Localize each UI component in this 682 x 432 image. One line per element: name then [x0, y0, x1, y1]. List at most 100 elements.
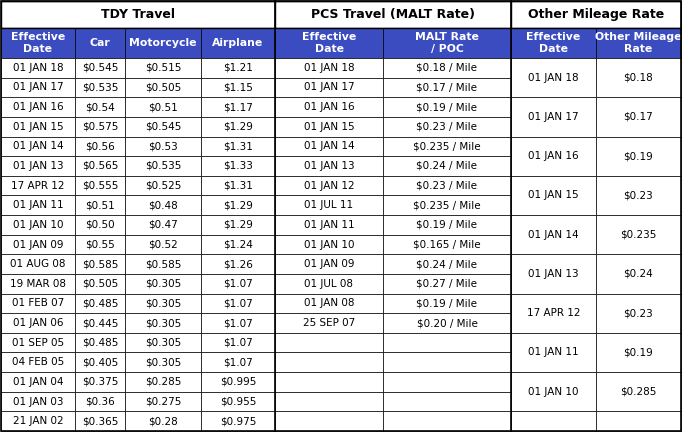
Text: $0.405: $0.405 [82, 357, 118, 367]
Bar [511, 411, 596, 431]
Bar [1, 353, 75, 372]
Bar [596, 137, 681, 176]
Bar [75, 156, 125, 176]
Bar [201, 411, 275, 431]
Bar [596, 176, 681, 215]
Bar [125, 411, 201, 431]
Text: 01 JAN 18: 01 JAN 18 [303, 63, 355, 73]
Text: 01 JAN 16: 01 JAN 16 [303, 102, 355, 112]
Text: $0.305: $0.305 [145, 318, 181, 328]
Bar [75, 333, 125, 353]
Bar [75, 411, 125, 431]
Bar [383, 215, 511, 235]
Text: $0.28: $0.28 [148, 416, 178, 426]
Bar [125, 313, 201, 333]
Bar [275, 254, 383, 274]
Bar [75, 28, 125, 58]
Bar [275, 78, 383, 97]
Text: $0.23 / Mile: $0.23 / Mile [417, 181, 477, 191]
Bar [75, 78, 125, 97]
Text: 01 JAN 09: 01 JAN 09 [303, 259, 354, 269]
Bar [511, 294, 596, 333]
Bar [383, 117, 511, 137]
Bar [201, 392, 275, 411]
Text: 01 JAN 16: 01 JAN 16 [13, 102, 63, 112]
Bar [75, 97, 125, 117]
Text: 01 JUL 11: 01 JUL 11 [304, 200, 353, 210]
Bar [596, 333, 681, 372]
Text: $0.505: $0.505 [82, 279, 118, 289]
Text: $1.07: $1.07 [223, 357, 253, 367]
Bar [383, 294, 511, 313]
Bar [275, 411, 383, 431]
Text: 01 JAN 15: 01 JAN 15 [303, 122, 355, 132]
Bar [1, 254, 75, 274]
Text: 01 JAN 10: 01 JAN 10 [303, 239, 354, 250]
Text: $0.23: $0.23 [623, 191, 653, 200]
Text: $0.505: $0.505 [145, 83, 181, 92]
Bar [275, 1, 511, 28]
Text: $0.565: $0.565 [82, 161, 118, 171]
Text: $0.19 / Mile: $0.19 / Mile [417, 220, 477, 230]
Text: $0.36: $0.36 [85, 397, 115, 407]
Text: $0.56: $0.56 [85, 141, 115, 151]
Text: Effective
Date: Effective Date [302, 32, 356, 54]
Text: $1.26: $1.26 [223, 259, 253, 269]
Text: $1.31: $1.31 [223, 141, 253, 151]
Bar [201, 333, 275, 353]
Text: $0.19 / Mile: $0.19 / Mile [417, 102, 477, 112]
Bar [383, 254, 511, 274]
Bar [275, 215, 383, 235]
Bar [125, 235, 201, 254]
Text: $1.29: $1.29 [223, 200, 253, 210]
Bar [596, 411, 681, 431]
Text: $0.19: $0.19 [623, 151, 653, 161]
Bar [1, 235, 75, 254]
Text: 01 JAN 18: 01 JAN 18 [13, 63, 63, 73]
Bar [1, 78, 75, 97]
Text: 01 JAN 13: 01 JAN 13 [13, 161, 63, 171]
Text: 01 JAN 18: 01 JAN 18 [528, 73, 579, 83]
Text: $0.17: $0.17 [623, 112, 653, 122]
Bar [201, 235, 275, 254]
Bar [1, 58, 75, 78]
Bar [511, 97, 596, 137]
Bar [201, 97, 275, 117]
Bar [275, 274, 383, 294]
Bar [596, 28, 681, 58]
Text: $1.15: $1.15 [223, 83, 253, 92]
Bar [201, 353, 275, 372]
Text: $0.235 / Mile: $0.235 / Mile [413, 141, 481, 151]
Text: $0.47: $0.47 [148, 220, 178, 230]
Bar [511, 137, 596, 176]
Bar [125, 392, 201, 411]
Text: 17 APR 12: 17 APR 12 [527, 308, 580, 318]
Bar [383, 372, 511, 392]
Bar [511, 176, 596, 215]
Text: $0.50: $0.50 [85, 220, 115, 230]
Bar [596, 372, 681, 411]
Bar [383, 156, 511, 176]
Bar [75, 254, 125, 274]
Text: TDY Travel: TDY Travel [101, 8, 175, 21]
Text: 01 JAN 10: 01 JAN 10 [13, 220, 63, 230]
Bar [125, 117, 201, 137]
Bar [1, 411, 75, 431]
Text: 19 MAR 08: 19 MAR 08 [10, 279, 66, 289]
Bar [1, 294, 75, 313]
Bar [75, 137, 125, 156]
Bar [511, 58, 596, 97]
Text: $0.525: $0.525 [145, 181, 181, 191]
Text: $1.29: $1.29 [223, 122, 253, 132]
Text: $1.07: $1.07 [223, 338, 253, 348]
Bar [1, 313, 75, 333]
Text: $1.07: $1.07 [223, 318, 253, 328]
Bar [383, 392, 511, 411]
Bar [201, 58, 275, 78]
Bar [383, 353, 511, 372]
Bar [275, 313, 383, 333]
Bar [201, 137, 275, 156]
Text: 01 JAN 15: 01 JAN 15 [528, 191, 579, 200]
Text: $0.545: $0.545 [82, 63, 118, 73]
Text: $0.975: $0.975 [220, 416, 256, 426]
